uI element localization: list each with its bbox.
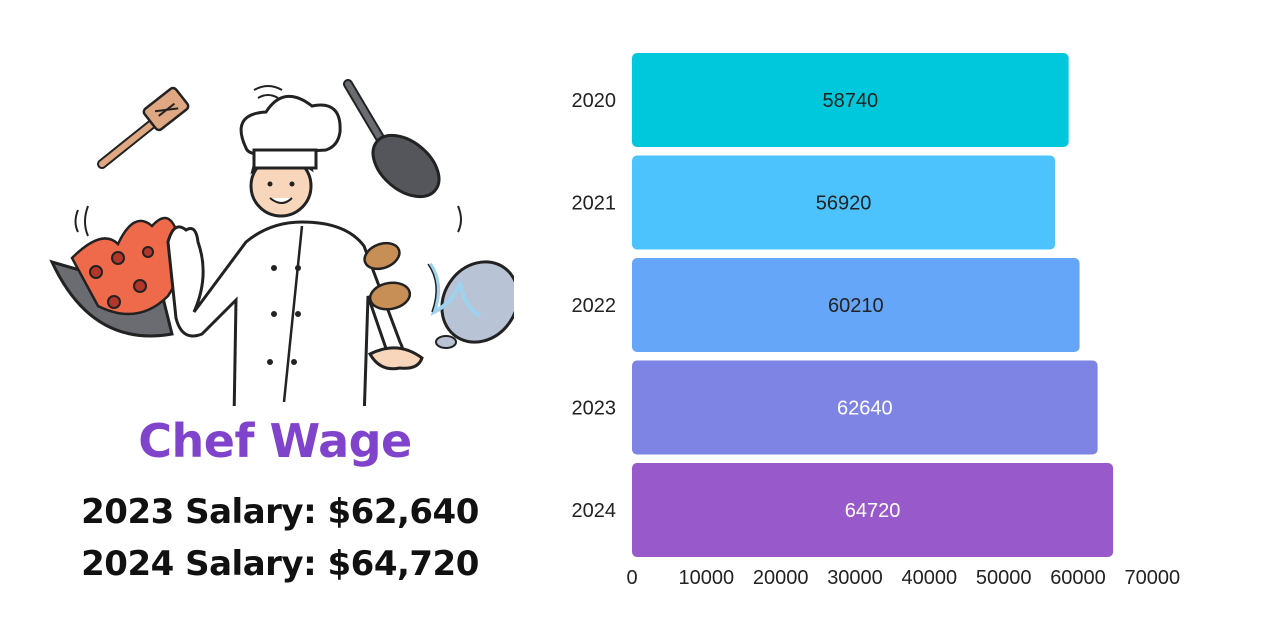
bar-2021 [632,155,1056,250]
category-label: 2020 [572,90,617,112]
x-tick-label: 40000 [902,567,958,589]
salary-2024-text: 2024 Salary: $64,720 [81,544,479,584]
value-axis: 0 10000 20000 30000 40000 50000 60000 70000 [626,567,1180,589]
bar-value-label: 60210 [828,295,884,317]
category-label: 2024 [572,500,617,522]
bar-value-label: 56920 [816,193,872,215]
bar-2024 [632,463,1114,557]
chart-title: Chef Wage [138,414,412,468]
bar-2022 [632,258,1080,352]
bar-2023 [632,360,1098,455]
chef-juggling-cookware-icon [49,79,514,406]
bar-value-label: 64720 [845,500,901,522]
potato-icon [363,241,412,311]
category-label: 2023 [572,398,617,420]
category-axis: 2020 2021 2022 2023 2024 [572,90,617,522]
category-label: 2021 [572,193,617,215]
x-tick-label: 0 [626,567,637,589]
pot-icon [427,260,514,349]
bars-layer: 58740 56920 60210 62640 64720 [632,53,1114,557]
wok-icon [49,216,183,338]
x-tick-label: 60000 [1050,567,1106,589]
bar-value-label: 58740 [823,90,879,112]
salary-2023-text: 2023 Salary: $62,640 [81,492,479,532]
frying-pan-icon [343,79,441,199]
x-tick-label: 50000 [976,567,1032,589]
x-tick-label: 70000 [1125,567,1181,589]
x-tick-label: 20000 [753,567,809,589]
bar-value-label: 62640 [837,398,893,420]
bar-2020 [632,53,1069,147]
chef-icon [166,95,424,406]
category-label: 2022 [572,295,617,317]
x-tick-label: 30000 [827,567,883,589]
spatula-icon [97,86,190,169]
x-tick-label: 10000 [679,567,735,589]
